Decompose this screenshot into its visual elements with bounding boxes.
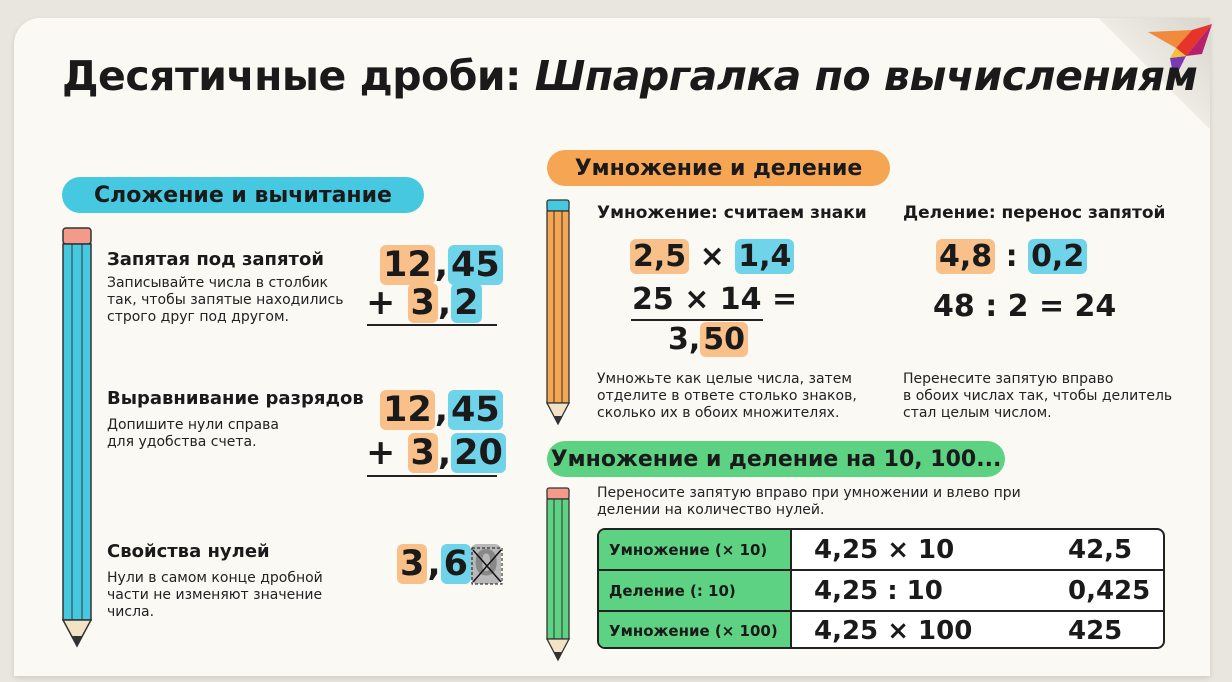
add-item-1-title: Запятая под запятой <box>107 249 324 270</box>
div-expression: 4,8 : 0,2 <box>936 239 1088 275</box>
add-2-bottom-number: + 3,20 <box>366 432 506 474</box>
cross-out-icon <box>471 547 503 585</box>
add-1-top-frac: 45 <box>448 245 503 285</box>
row-result: 42,5 <box>1068 534 1133 565</box>
mult-div-heading: Умножение и деление <box>547 150 890 186</box>
add-1-bottom-number: + 3,2 <box>366 282 482 324</box>
blue-pencil-icon <box>61 227 93 648</box>
powers-table: Умножение (× 10) 4,25 × 10 42,5 Деление … <box>597 528 1165 649</box>
row-expression: 4,25 × 100 <box>814 615 973 646</box>
zeros-int: 3 <box>397 544 428 584</box>
add-item-2-text: Допишите нули справа для удобства счета. <box>107 417 279 450</box>
add-2-sum-line <box>367 475 497 477</box>
green-pencil-icon <box>545 487 571 662</box>
div-b: 0,2 <box>1028 239 1088 274</box>
addition-heading: Сложение и вычитание <box>62 177 424 213</box>
table-row: Умножение (× 10) 4,25 × 10 42,5 <box>599 530 1163 569</box>
add-1-bottom-frac: 2 <box>451 283 482 323</box>
add-item-3-title: Свойства нулей <box>107 541 270 562</box>
add-2-top-number: 12,45 <box>380 389 503 431</box>
add-item-3-text: Нули в самом конце дробной части не изме… <box>107 570 323 620</box>
row-result: 0,425 <box>1068 575 1151 606</box>
row-expression: 4,25 : 10 <box>814 575 943 606</box>
mult-b: 1,4 <box>735 239 795 274</box>
title-part-2: Шпаргалка по вычислениям <box>534 52 1198 100</box>
row-expression: 4,25 × 10 <box>814 534 955 565</box>
add-1-op: + <box>366 283 396 323</box>
zeros-number: 3,60 <box>397 543 503 585</box>
title-part-1: Десятичные дроби: <box>62 52 521 100</box>
add-item-2-title: Выравнивание разрядов <box>107 388 364 409</box>
add-2-op: + <box>366 433 396 473</box>
mult-text: Умножьте как целые числа, затем отделите… <box>597 371 857 421</box>
add-2-bottom-frac: 20 <box>451 433 506 473</box>
div-op: : <box>1005 239 1018 274</box>
page-title: Десятичные дроби: Шпаргалка по вычислени… <box>62 52 1198 100</box>
crossed-zero: 0 <box>471 544 503 585</box>
row-result: 425 <box>1068 615 1123 646</box>
add-2-top-int: 12 <box>380 390 435 430</box>
bird-logo-icon <box>1148 24 1212 80</box>
mult-res-frac: 50 <box>700 322 749 357</box>
zeros-frac: 6 <box>440 544 472 584</box>
mult-a: 2,5 <box>630 239 690 274</box>
add-1-top-int: 12 <box>380 245 435 285</box>
div-text: Перенесите запятую вправо в обоих числах… <box>903 371 1173 421</box>
add-2-bottom-int: 3 <box>407 433 438 473</box>
powers-text: Переносите запятую вправо при умножении … <box>597 485 1021 518</box>
add-item-1-text: Записывайте числа в столбик так, чтобы з… <box>107 275 344 325</box>
orange-pencil-icon <box>545 199 571 426</box>
powers-heading: Умножение и деление на 10, 100... <box>547 441 1005 477</box>
mult-result-line <box>631 319 763 321</box>
div-line-2: 48 : 2 = 24 <box>933 289 1117 324</box>
mult-expression: 2,5 × 1,4 <box>630 239 795 275</box>
mult-op: × <box>699 239 725 274</box>
div-title: Деление: перенос запятой <box>903 203 1166 223</box>
add-1-bottom-int: 3 <box>407 283 438 323</box>
row-label: Умножение (× 100) <box>599 612 792 647</box>
add-1-sum-line <box>367 324 497 326</box>
div-a: 4,8 <box>936 239 996 274</box>
table-row: Умножение (× 100) 4,25 × 100 425 <box>599 610 1163 647</box>
row-label: Умножение (× 10) <box>599 530 792 569</box>
add-1-top-number: 12,45 <box>380 244 503 286</box>
table-row: Деление (: 10) 4,25 : 10 0,425 <box>599 569 1163 610</box>
mult-res-int: 3, <box>668 322 701 357</box>
row-label: Деление (: 10) <box>599 571 792 610</box>
mult-line-2: 25 × 14 = <box>632 282 798 317</box>
mult-result: 3, 50 <box>668 322 749 358</box>
add-2-top-frac: 45 <box>448 390 503 430</box>
mult-title: Умножение: считаем знаки <box>597 203 867 223</box>
